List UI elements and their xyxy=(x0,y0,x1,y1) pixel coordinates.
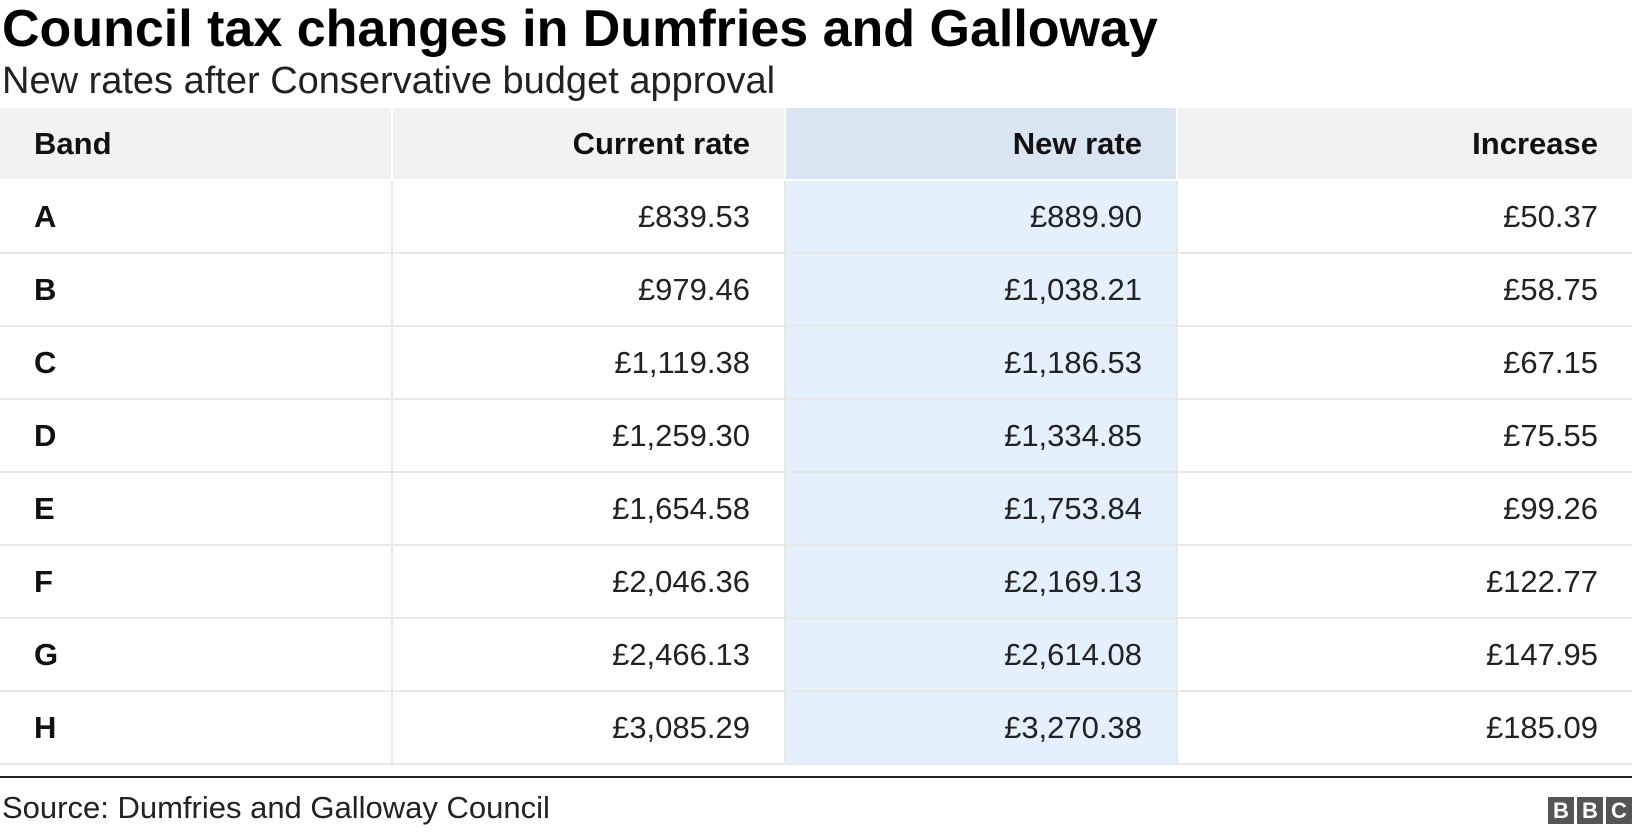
bbc-logo: B B C xyxy=(1548,797,1632,824)
bbc-logo-letter: B xyxy=(1577,797,1603,824)
cell-band: A xyxy=(0,179,393,254)
table-row: C £1,119.38 £1,186.53 £67.15 xyxy=(0,325,1632,400)
cell-new-rate: £889.90 xyxy=(784,179,1178,254)
cell-band: F xyxy=(0,544,393,619)
cell-band: H xyxy=(0,690,393,765)
table-row: G £2,466.13 £2,614.08 £147.95 xyxy=(0,617,1632,692)
cell-current-rate: £979.46 xyxy=(391,252,786,327)
column-header-new-rate: New rate xyxy=(784,106,1178,181)
cell-band: G xyxy=(0,617,393,692)
cell-new-rate: £3,270.38 xyxy=(784,690,1178,765)
cell-increase: £122.77 xyxy=(1176,544,1632,619)
cell-band: B xyxy=(0,252,393,327)
cell-increase: £185.09 xyxy=(1176,690,1632,765)
cell-new-rate: £2,614.08 xyxy=(784,617,1178,692)
council-tax-table: Band Current rate New rate Increase A £83… xyxy=(0,106,1632,765)
cell-current-rate: £1,654.58 xyxy=(391,471,786,546)
cell-current-rate: £2,466.13 xyxy=(391,617,786,692)
table-row: F £2,046.36 £2,169.13 £122.77 xyxy=(0,544,1632,619)
cell-new-rate: £2,169.13 xyxy=(784,544,1178,619)
source-note: Source: Dumfries and Galloway Council xyxy=(2,790,550,825)
cell-current-rate: £839.53 xyxy=(391,179,786,254)
cell-increase: £99.26 xyxy=(1176,471,1632,546)
table-row: B £979.46 £1,038.21 £58.75 xyxy=(0,252,1632,327)
cell-new-rate: £1,753.84 xyxy=(784,471,1178,546)
table-body: A £839.53 £889.90 £50.37 B £979.46 £1,038.21 £5… xyxy=(0,179,1632,765)
cell-band: D xyxy=(0,398,393,473)
column-header-current-rate: Current rate xyxy=(391,106,786,181)
table-row: E £1,654.58 £1,753.84 £99.26 xyxy=(0,471,1632,546)
column-header-band: Band xyxy=(0,106,393,181)
bbc-logo-letter: B xyxy=(1548,797,1574,824)
table-row: D £1,259.30 £1,334.85 £75.55 xyxy=(0,398,1632,473)
table-header-row: Band Current rate New rate Increase xyxy=(0,106,1632,181)
cell-new-rate: £1,334.85 xyxy=(784,398,1178,473)
footer-divider xyxy=(0,776,1632,778)
chart-subtitle: New rates after Conservative budget appr… xyxy=(2,60,776,102)
cell-increase: £75.55 xyxy=(1176,398,1632,473)
cell-current-rate: £1,119.38 xyxy=(391,325,786,400)
cell-increase: £58.75 xyxy=(1176,252,1632,327)
table-row: H £3,085.29 £3,270.38 £185.09 xyxy=(0,690,1632,765)
cell-band: E xyxy=(0,471,393,546)
cell-increase: £67.15 xyxy=(1176,325,1632,400)
table-row: A £839.53 £889.90 £50.37 xyxy=(0,179,1632,254)
column-header-increase: Increase xyxy=(1176,106,1632,181)
cell-new-rate: £1,038.21 xyxy=(784,252,1178,327)
cell-current-rate: £1,259.30 xyxy=(391,398,786,473)
cell-new-rate: £1,186.53 xyxy=(784,325,1178,400)
bbc-logo-letter: C xyxy=(1606,797,1632,824)
cell-increase: £50.37 xyxy=(1176,179,1632,254)
cell-band: C xyxy=(0,325,393,400)
cell-current-rate: £3,085.29 xyxy=(391,690,786,765)
chart-title: Council tax changes in Dumfries and Gall… xyxy=(2,0,1158,58)
cell-current-rate: £2,046.36 xyxy=(391,544,786,619)
cell-increase: £147.95 xyxy=(1176,617,1632,692)
